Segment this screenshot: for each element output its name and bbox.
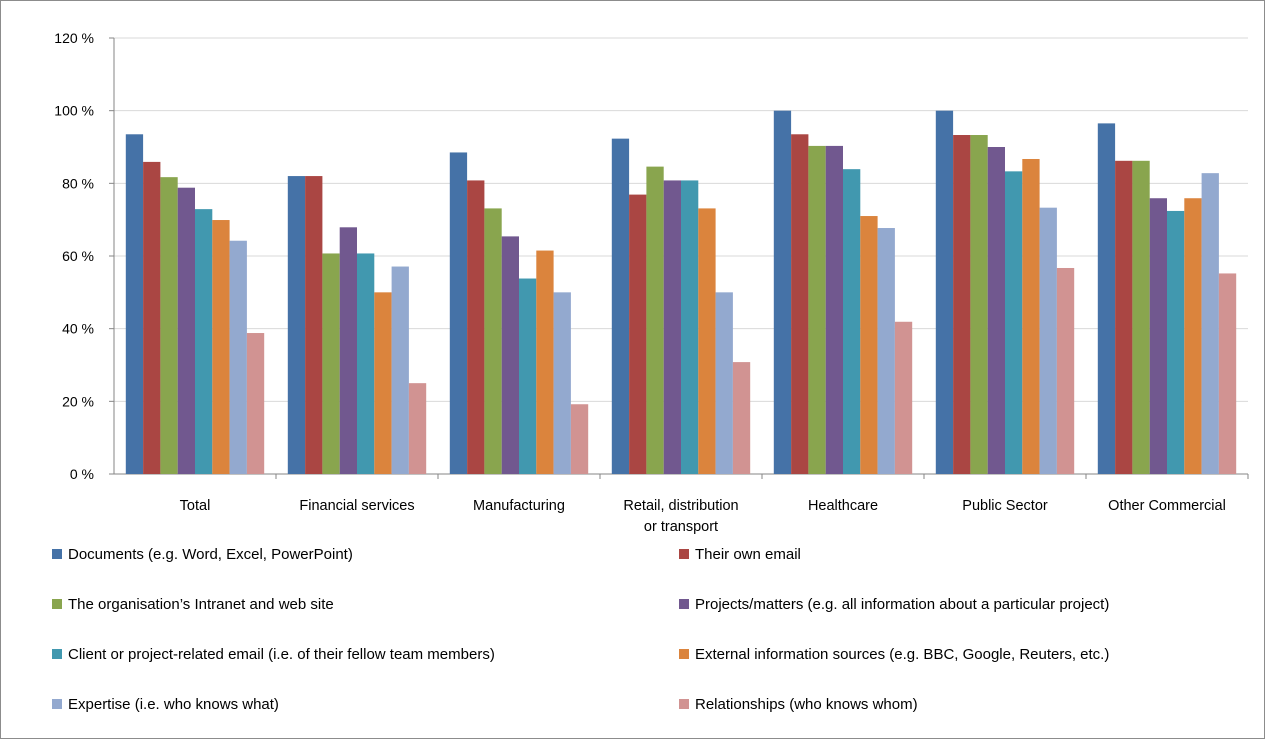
bar [553,292,571,474]
bar [391,266,409,474]
bar [698,208,716,475]
bar [1097,123,1116,474]
bar [322,253,340,474]
bar [160,177,178,474]
bar [408,383,427,474]
x-tick-label: Retail, distribution [623,498,738,514]
bar [987,147,1005,474]
x-tick-label: Other Commercial [1108,498,1226,514]
y-tick-label: 40 % [62,321,94,337]
bar [1005,171,1023,475]
bar [843,169,861,474]
x-tick-label: Financial services [299,498,414,514]
bar [339,227,357,474]
bar [1039,207,1057,474]
bar [663,180,681,474]
bar [125,134,144,475]
bar [894,321,913,474]
bar [449,152,468,474]
bar [646,166,664,474]
bar [195,209,213,474]
bar [1115,160,1133,474]
bar [374,292,392,474]
bar [825,145,843,474]
y-tick-label: 0 % [70,466,94,482]
bar [1022,158,1040,475]
bar [467,180,485,474]
bar [970,135,988,474]
bar [877,228,895,474]
bar [212,220,230,474]
bar [808,145,826,474]
y-tick-label: 20 % [62,393,94,409]
y-tick-label: 120 % [54,30,94,46]
bar [773,110,792,475]
bar [1056,267,1075,474]
bar [1132,160,1150,474]
bar [1184,198,1202,475]
x-tick-label: Total [180,498,211,514]
bar [953,135,971,474]
bar [791,134,809,475]
bar [229,240,247,474]
bar [570,404,589,474]
y-tick-label: 100 % [54,103,94,119]
bar [1149,198,1167,475]
bar [536,250,554,474]
y-tick-label: 60 % [62,248,94,264]
bar [143,161,161,474]
bar [519,278,537,474]
bar [681,180,699,474]
bar [715,292,733,474]
bar [1167,210,1185,475]
bar [935,110,954,475]
bar [1201,173,1219,474]
bar [732,362,751,474]
bar [484,208,502,475]
x-tick-label: Healthcare [808,498,878,514]
bar [1218,273,1237,474]
bar [611,138,630,475]
x-tick-label: Manufacturing [473,498,565,514]
bar [501,236,519,474]
y-tick-label: 80 % [62,175,94,191]
bar [287,176,306,475]
bar [860,216,878,475]
bar [629,194,647,474]
bar [357,253,375,474]
bar [246,333,265,474]
bar [305,176,323,475]
bar [177,187,195,474]
x-tick-label: Public Sector [962,498,1048,514]
x-tick-label: or transport [644,519,718,535]
